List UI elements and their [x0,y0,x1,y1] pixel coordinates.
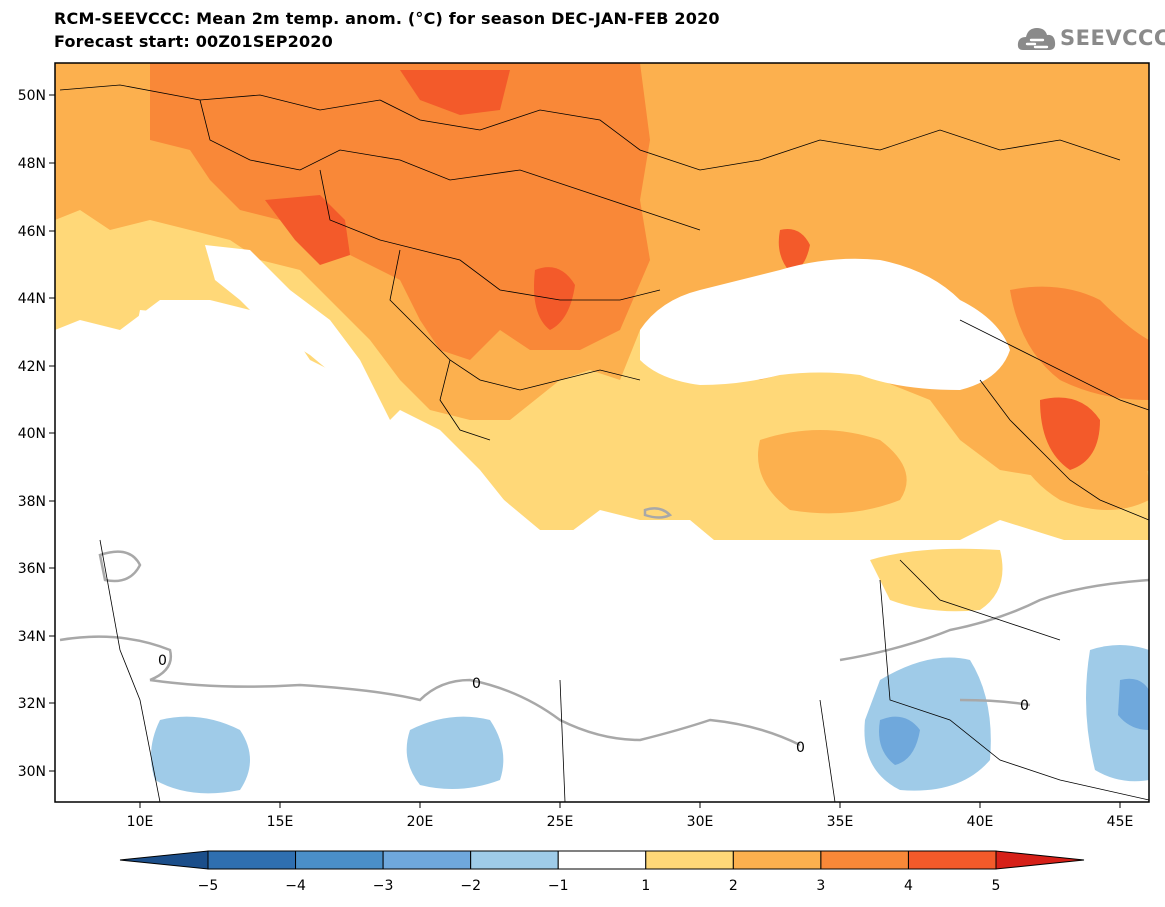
lat-tick-label: 46N [18,224,46,240]
lon-tick-label: 20E [407,814,434,830]
colorbar-segment [295,850,384,870]
colorbar-segment [382,850,472,870]
zero-contour-label: 0 [472,676,481,692]
colorbar-segment [557,850,647,870]
colorbar-segment [470,850,559,870]
zero-contour-label: 0 [158,653,167,669]
lat-tick-label: 32N [18,696,46,712]
colorbar-segment [207,850,297,870]
lon-tick-label: 35E [827,814,854,830]
colorbar-tick-label: −4 [285,878,306,894]
colorbar-segment [732,850,822,870]
colorbar-tick-label: −3 [373,878,394,894]
lat-tick-label: 38N [18,494,46,510]
lon-tick-label: 40E [967,814,994,830]
lon-tick-label: 25E [547,814,574,830]
colorbar-tick-label: 5 [992,878,1001,894]
lat-tick-label: 48N [18,156,46,172]
colorbar-tick-label: −5 [198,878,219,894]
lat-tick-label: 36N [18,561,46,577]
colorbar-segment [645,850,734,870]
logo-text: SEEVCCC [1060,26,1165,50]
seevccc-cloud-logo-icon [1017,28,1056,50]
colorbar-segment [907,850,997,870]
lat-ticks [49,94,55,772]
colorbar-tick-label: 1 [641,878,650,894]
zero-contour-label: 0 [796,740,805,756]
colorbar-tick-label: 3 [816,878,825,894]
lat-tick-label: 34N [18,629,46,645]
colorbar-tick-label: −2 [460,878,481,894]
lat-tick-label: 44N [18,291,46,307]
colorbar-tick-label: −1 [548,878,569,894]
colorbar-min-extension [119,850,209,870]
colorbar-tick-label: 4 [904,878,913,894]
forecast-start-label: Forecast start: 00Z01SEP2020 [54,32,333,51]
colorbar [119,850,1085,870]
lat-tick-label: 50N [18,88,46,104]
map-title: RCM-SEEVCCC: Mean 2m temp. anom. (°C) fo… [54,9,720,28]
colorbar-tick-label: 2 [729,878,738,894]
lon-tick-label: 10E [127,814,154,830]
anomaly-field: 0 0 0 0 [55,63,1149,802]
country-borders [59,84,1149,802]
colorbar-segment [820,850,909,870]
lat-tick-label: 40N [18,426,46,442]
lat-tick-label: 30N [18,764,46,780]
zero-contour-label: 0 [1020,698,1029,714]
lon-tick-label: 15E [267,814,294,830]
lon-tick-label: 45E [1107,814,1134,830]
lon-tick-label: 30E [687,814,714,830]
lat-tick-label: 42N [18,359,46,375]
lon-ticks [139,802,1121,808]
colorbar-max-extension [995,850,1085,870]
